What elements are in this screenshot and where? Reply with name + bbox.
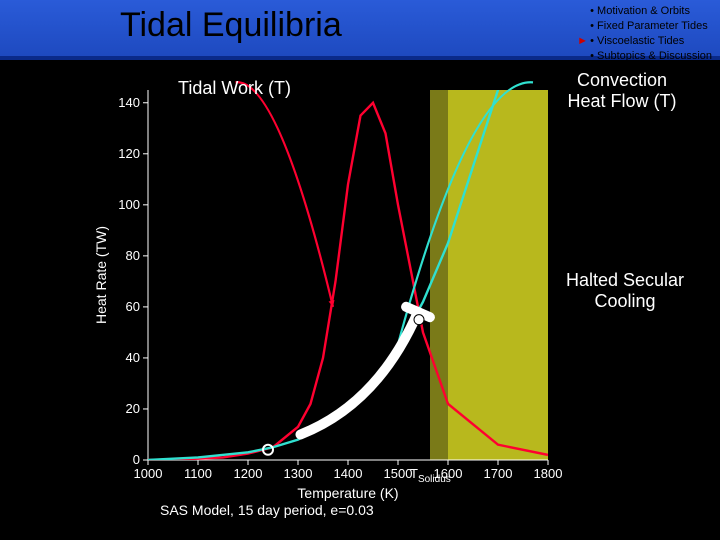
outline-item: ► • Viscoelastic Tides <box>577 34 712 49</box>
svg-text:1800: 1800 <box>534 466 563 481</box>
halted-line1: Halted Secular <box>566 270 684 290</box>
unstable-point <box>414 315 424 325</box>
halted-cooling-label: Halted Secular Cooling <box>540 270 710 312</box>
svg-text:100: 100 <box>118 197 140 212</box>
svg-text:1300: 1300 <box>284 466 313 481</box>
outline-list: • Motivation & Orbits • Fixed Parameter … <box>577 4 712 63</box>
model-caption: SAS Model, 15 day period, e=0.03 <box>160 502 374 518</box>
svg-text:20: 20 <box>126 401 140 416</box>
svg-text:0: 0 <box>133 452 140 467</box>
svg-text:1100: 1100 <box>184 466 212 481</box>
svg-text:1400: 1400 <box>334 466 363 481</box>
svg-text:1000: 1000 <box>134 466 163 481</box>
tidal-work-label: Tidal Work (T) <box>178 78 291 99</box>
slide-title: Tidal Equilibria <box>120 6 342 45</box>
svg-text:1700: 1700 <box>484 466 513 481</box>
svg-text:Heat Rate (TW): Heat Rate (TW) <box>93 226 109 324</box>
halted-line2: Cooling <box>594 291 655 311</box>
outline-item: • Motivation & Orbits <box>577 4 712 19</box>
svg-text:1200: 1200 <box>234 466 263 481</box>
tidal-pointer <box>236 82 334 307</box>
convection-label-line2: Heat Flow (T) <box>567 91 676 111</box>
svg-text:120: 120 <box>118 146 140 161</box>
svg-text:60: 60 <box>126 299 140 314</box>
convection-label: Convection Heat Flow (T) <box>542 70 702 112</box>
slide-body: 1000110012001300140015001600170018000204… <box>0 60 720 540</box>
outline-item: • Fixed Parameter Tides <box>577 19 712 34</box>
chart: 1000110012001300140015001600170018000204… <box>90 80 580 520</box>
convection-label-line1: Convection <box>577 70 667 90</box>
svg-text:1500: 1500 <box>384 466 413 481</box>
svg-text:80: 80 <box>126 248 140 263</box>
svg-text:Temperature (K): Temperature (K) <box>297 485 398 501</box>
slide-header: Tidal Equilibria • Motivation & Orbits •… <box>0 0 720 60</box>
svg-text:40: 40 <box>126 350 140 365</box>
svg-text:140: 140 <box>118 95 140 110</box>
